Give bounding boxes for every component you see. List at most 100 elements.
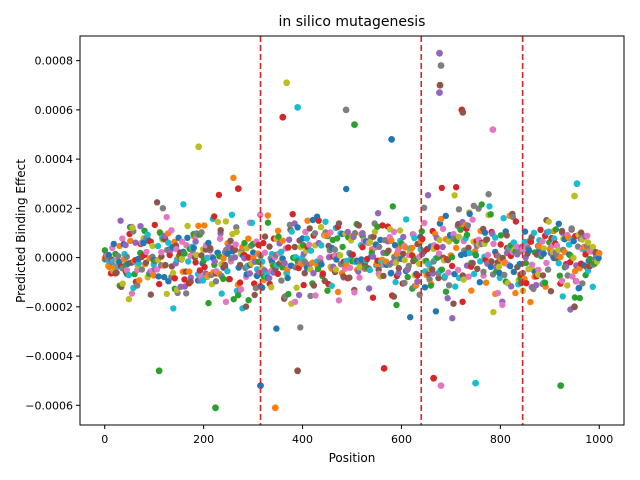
data-point xyxy=(184,234,191,241)
data-point xyxy=(153,199,161,206)
data-point xyxy=(450,300,457,307)
data-point xyxy=(183,290,190,297)
data-point xyxy=(142,259,150,266)
data-point xyxy=(231,254,239,261)
data-point xyxy=(230,174,237,182)
data-point xyxy=(365,285,373,292)
data-point xyxy=(327,229,334,236)
data-point xyxy=(237,286,245,293)
data-point xyxy=(154,242,162,250)
data-point xyxy=(178,238,186,245)
data-point xyxy=(436,89,443,96)
data-point xyxy=(351,289,358,296)
data-point xyxy=(181,250,188,257)
data-point xyxy=(275,233,282,240)
data-point xyxy=(522,259,529,267)
data-point xyxy=(222,218,230,225)
data-point xyxy=(424,192,432,199)
reference-lines xyxy=(259,36,524,425)
data-point xyxy=(211,258,218,265)
data-point xyxy=(547,288,555,295)
data-point xyxy=(307,292,314,300)
data-point xyxy=(390,293,398,300)
data-point xyxy=(436,49,443,57)
data-point xyxy=(442,288,450,295)
data-point xyxy=(137,223,144,230)
data-point xyxy=(123,253,130,260)
data-point xyxy=(304,217,311,224)
data-point xyxy=(155,273,162,280)
data-point xyxy=(211,213,218,220)
data-point xyxy=(311,230,319,237)
data-point xyxy=(453,184,460,191)
data-point xyxy=(459,108,467,116)
data-point xyxy=(236,261,244,269)
data-point xyxy=(451,270,458,278)
data-point xyxy=(535,266,542,273)
data-point xyxy=(435,250,443,257)
data-point xyxy=(297,324,304,331)
data-point xyxy=(385,247,392,254)
data-point xyxy=(196,267,204,274)
data-point xyxy=(555,260,562,267)
data-point xyxy=(575,284,583,291)
data-point xyxy=(402,244,409,251)
data-point xyxy=(557,253,564,261)
data-point xyxy=(430,374,437,382)
data-point xyxy=(495,263,503,270)
data-point xyxy=(454,266,462,274)
data-point xyxy=(351,229,359,237)
data-point xyxy=(207,245,214,252)
data-point xyxy=(571,303,578,311)
data-point xyxy=(460,276,467,283)
data-point xyxy=(190,244,197,252)
data-point xyxy=(391,242,399,249)
data-point xyxy=(234,185,242,193)
data-point xyxy=(236,279,244,286)
data-point xyxy=(138,266,146,273)
data-point xyxy=(170,305,177,312)
data-point xyxy=(268,284,275,291)
data-point xyxy=(185,258,192,265)
data-point xyxy=(212,278,220,285)
data-point xyxy=(294,367,301,375)
data-point xyxy=(559,293,566,300)
data-point xyxy=(488,258,495,265)
data-point xyxy=(450,230,457,238)
data-point xyxy=(420,204,428,211)
data-point xyxy=(264,212,271,219)
data-point xyxy=(418,228,425,235)
data-point xyxy=(163,290,170,298)
data-point xyxy=(427,282,434,289)
data-point xyxy=(421,219,428,227)
data-point xyxy=(300,281,307,289)
data-point xyxy=(543,259,550,267)
data-point xyxy=(436,236,443,244)
data-point xyxy=(452,283,459,290)
data-point xyxy=(445,282,453,289)
data-point xyxy=(482,279,490,286)
data-point xyxy=(178,255,185,262)
data-point xyxy=(551,235,558,242)
data-point xyxy=(437,62,445,69)
data-point xyxy=(540,245,547,252)
data-point xyxy=(470,202,477,209)
data-point xyxy=(396,227,404,234)
data-point xyxy=(451,192,458,199)
data-point xyxy=(315,217,322,224)
data-point xyxy=(403,216,410,223)
data-point xyxy=(576,294,583,302)
x-tick-label: 600 xyxy=(391,433,412,446)
data-point xyxy=(510,268,517,276)
data-point xyxy=(318,242,325,249)
data-point xyxy=(589,243,597,251)
data-point xyxy=(123,266,130,274)
data-point xyxy=(257,211,264,218)
y-axis-ticks: −0.0006 −0.0004 −0.0002 0.0000 0.0002 0.0004 0… xyxy=(25,55,80,412)
data-point xyxy=(558,277,566,284)
data-point xyxy=(271,404,279,412)
data-point xyxy=(380,365,388,372)
data-point xyxy=(187,278,194,285)
data-point xyxy=(245,254,252,261)
